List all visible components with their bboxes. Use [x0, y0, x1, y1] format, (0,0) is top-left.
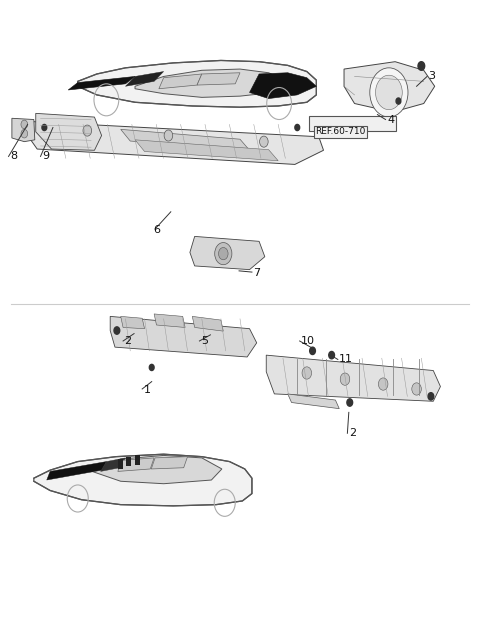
- Text: 1: 1: [144, 385, 151, 395]
- Polygon shape: [110, 316, 257, 357]
- Polygon shape: [101, 458, 125, 472]
- Circle shape: [260, 136, 268, 147]
- Polygon shape: [151, 457, 188, 469]
- Circle shape: [412, 383, 421, 395]
- Circle shape: [21, 120, 28, 129]
- Polygon shape: [12, 118, 35, 142]
- Circle shape: [370, 68, 408, 117]
- Circle shape: [418, 62, 425, 70]
- Polygon shape: [288, 394, 339, 408]
- Polygon shape: [68, 77, 135, 90]
- FancyBboxPatch shape: [135, 455, 140, 465]
- Polygon shape: [118, 458, 154, 472]
- Text: 11: 11: [339, 355, 353, 365]
- Polygon shape: [266, 355, 441, 401]
- Polygon shape: [154, 314, 185, 328]
- Circle shape: [114, 327, 120, 334]
- Circle shape: [329, 352, 335, 359]
- Text: 2: 2: [124, 336, 132, 346]
- Polygon shape: [135, 69, 288, 98]
- Text: 7: 7: [253, 268, 261, 278]
- Circle shape: [218, 247, 228, 260]
- Circle shape: [428, 392, 434, 400]
- Text: 6: 6: [153, 225, 160, 235]
- Polygon shape: [135, 140, 278, 161]
- FancyBboxPatch shape: [118, 459, 122, 469]
- Polygon shape: [92, 455, 222, 484]
- Text: 9: 9: [42, 151, 49, 161]
- Polygon shape: [125, 72, 164, 87]
- Text: 8: 8: [10, 151, 17, 161]
- Polygon shape: [36, 113, 102, 150]
- Polygon shape: [250, 73, 316, 99]
- Circle shape: [83, 125, 92, 136]
- Circle shape: [375, 75, 402, 109]
- Polygon shape: [190, 237, 265, 269]
- Circle shape: [42, 124, 47, 130]
- Polygon shape: [344, 62, 435, 112]
- Polygon shape: [159, 74, 202, 89]
- Text: 3: 3: [429, 72, 435, 82]
- Text: REF.60-710: REF.60-710: [315, 127, 366, 137]
- Polygon shape: [28, 121, 324, 164]
- FancyBboxPatch shape: [126, 457, 131, 467]
- Polygon shape: [120, 316, 144, 329]
- Circle shape: [295, 124, 300, 130]
- Text: 4: 4: [387, 114, 394, 124]
- Circle shape: [215, 242, 232, 265]
- Polygon shape: [47, 462, 107, 480]
- Polygon shape: [34, 454, 252, 506]
- Circle shape: [302, 367, 312, 379]
- Text: 2: 2: [349, 428, 356, 438]
- Polygon shape: [78, 61, 316, 107]
- Circle shape: [21, 129, 28, 138]
- Circle shape: [378, 378, 388, 390]
- Polygon shape: [192, 316, 223, 331]
- Polygon shape: [197, 73, 240, 85]
- Text: 10: 10: [301, 336, 315, 346]
- Circle shape: [340, 373, 350, 385]
- Circle shape: [149, 365, 154, 371]
- Circle shape: [347, 399, 353, 406]
- Text: 5: 5: [201, 336, 208, 346]
- FancyBboxPatch shape: [309, 116, 396, 130]
- Circle shape: [164, 130, 173, 141]
- Circle shape: [310, 347, 315, 355]
- Circle shape: [396, 98, 401, 104]
- Polygon shape: [120, 129, 250, 150]
